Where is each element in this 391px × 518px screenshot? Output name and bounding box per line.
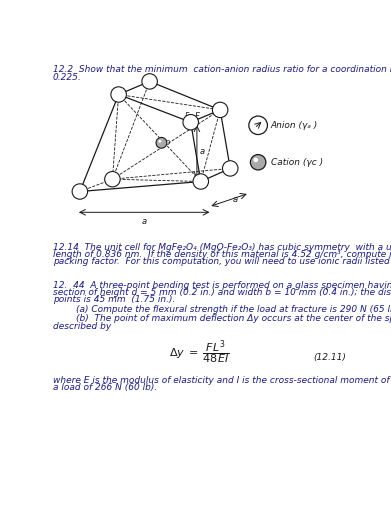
Circle shape (212, 102, 228, 118)
Text: packing factor.  For this computation, you will need to use ionic radii listed i: packing factor. For this computation, yo… (53, 257, 391, 266)
Text: 12.2  Show that the minimum  cation-anion radius ratio for a coordination number: 12.2 Show that the minimum cation-anion … (53, 65, 391, 74)
Text: length of 0.836 nm.  If the density of this material is 4.52 g/cm³, compute its : length of 0.836 nm. If the density of th… (53, 250, 391, 259)
Text: C: C (116, 92, 121, 98)
Text: a: a (233, 195, 238, 205)
Text: $\Delta y\;=\;\dfrac{FL^3}{48EI}$: $\Delta y\;=\;\dfrac{FL^3}{48EI}$ (169, 339, 230, 367)
Text: 12.  44  A three-point bending test is performed on a glass specimen having a re: 12. 44 A three-point bending test is per… (53, 281, 391, 290)
Text: D: D (165, 140, 170, 146)
Text: 0.225.: 0.225. (53, 73, 81, 82)
Text: (b)  The point of maximum deflection Δy occurs at the center of the specimen and: (b) The point of maximum deflection Δy o… (53, 314, 391, 323)
Text: Anion (γₐ ): Anion (γₐ ) (271, 121, 318, 130)
Text: B: B (232, 164, 237, 173)
Text: (a) Compute the flexural strength if the load at fracture is 290 N (65 lb).: (a) Compute the flexural strength if the… (53, 306, 391, 314)
Text: a: a (142, 217, 147, 226)
Text: F: F (194, 112, 199, 121)
Circle shape (142, 74, 157, 89)
Circle shape (105, 171, 120, 187)
Text: 12.14  The unit cell for MgFe₂O₄ (MgO-Fe₂O₃) has cubic symmetry  with a unit cel: 12.14 The unit cell for MgFe₂O₄ (MgO-Fe₂… (53, 243, 391, 252)
Text: section of height d = 5 mm (0.2 in.) and width b = 10 mm (0.4 in.); the distance: section of height d = 5 mm (0.2 in.) and… (53, 288, 391, 297)
Text: a load of 266 N (60 lb).: a load of 266 N (60 lb). (53, 383, 157, 392)
Text: Cation (γᴄ ): Cation (γᴄ ) (271, 158, 323, 167)
Text: A: A (77, 188, 82, 197)
Circle shape (249, 116, 267, 135)
Text: described by: described by (53, 322, 111, 330)
Circle shape (156, 137, 167, 148)
Circle shape (183, 114, 199, 130)
Text: where E is the modulus of elasticity and I is the cross-sectional moment of iner: where E is the modulus of elasticity and… (53, 376, 391, 385)
Circle shape (158, 140, 161, 143)
Circle shape (250, 154, 266, 170)
Text: a: a (199, 147, 204, 156)
Circle shape (253, 157, 258, 162)
Text: F: F (185, 112, 189, 121)
Circle shape (193, 174, 208, 189)
Text: points is 45 mm  (1.75 in.).: points is 45 mm (1.75 in.). (53, 295, 175, 304)
Text: (12.11): (12.11) (313, 353, 346, 362)
Circle shape (72, 184, 88, 199)
Circle shape (111, 87, 126, 102)
Circle shape (222, 161, 238, 176)
